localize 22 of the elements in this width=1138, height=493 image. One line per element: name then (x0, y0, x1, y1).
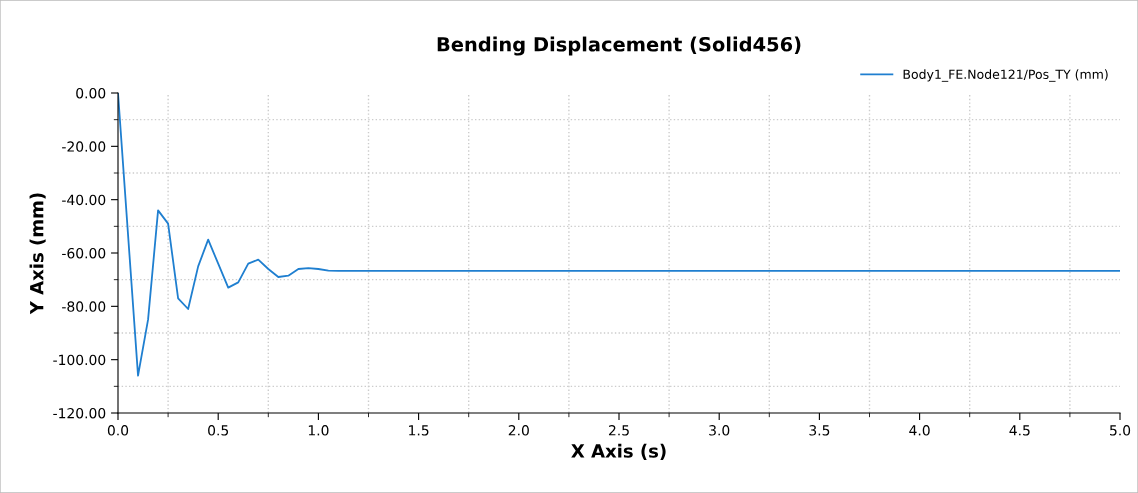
y-tick-label: -40.00 (62, 194, 106, 206)
x-tick-label: 5.0 (1110, 425, 1131, 436)
y-axis-title: Y Axis (mm) (29, 193, 46, 315)
x-tick-label: 4.0 (909, 425, 930, 436)
x-tick-label: 0.0 (107, 425, 129, 436)
y-tick-label: 0.00 (76, 87, 106, 99)
x-axis-title: X Axis (s) (571, 443, 666, 460)
x-tick-label: 2.5 (608, 425, 629, 436)
x-tick-label: 3.0 (709, 425, 730, 436)
x-tick-label: 4.5 (1009, 425, 1030, 436)
x-tick-label: 0.5 (208, 425, 229, 436)
y-tick-label: -120.00 (53, 407, 106, 419)
chart-title: Bending Displacement (Solid456) (437, 36, 801, 56)
x-tick-label: 3.5 (809, 425, 830, 436)
y-tick-label: -60.00 (62, 247, 106, 259)
x-tick-label: 1.5 (409, 425, 429, 436)
y-tick-label: -100.00 (53, 354, 106, 366)
y-tick-label: -80.00 (62, 301, 106, 312)
x-tick-label: 1.0 (308, 425, 329, 436)
legend-label: Body1_FE.Node121/Pos_TY (mm) (903, 69, 1108, 82)
x-tick-label: 2.0 (508, 425, 529, 436)
y-tick-label: -20.00 (62, 141, 106, 152)
